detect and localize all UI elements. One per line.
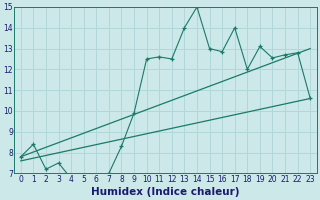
X-axis label: Humidex (Indice chaleur): Humidex (Indice chaleur) bbox=[91, 187, 240, 197]
